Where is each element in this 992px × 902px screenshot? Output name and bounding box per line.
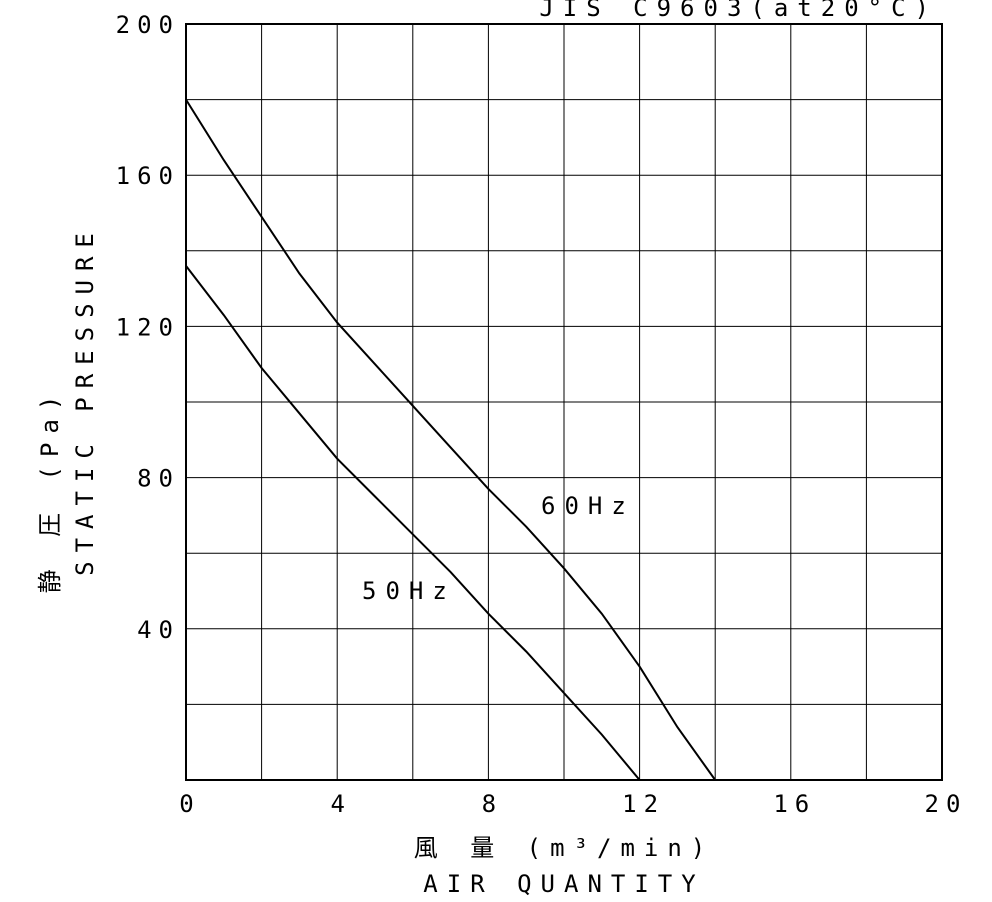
y-axis-label-japanese: 静 圧 (Pa)	[36, 387, 64, 594]
y-axis-label: STATIC PRESSURE	[71, 224, 99, 576]
series-label-50hz: 50Hz	[362, 577, 456, 605]
series-line-60hz	[185, 99, 717, 781]
series-label-60hz: 60Hz	[541, 492, 635, 520]
y-tick-label: 120	[116, 313, 180, 341]
y-tick-label: 40	[137, 616, 180, 644]
series-curves	[185, 99, 717, 781]
x-tick-label: 4	[330, 790, 351, 818]
x-axis-label-japanese: 風 量 (m³/min)	[414, 834, 715, 862]
grid-lines	[186, 24, 942, 780]
x-tick-label: 20	[925, 790, 968, 818]
tick-labels: 0 4 8 12 16 20 40 80 120 160 200	[116, 11, 968, 818]
x-tick-label: 16	[773, 790, 816, 818]
chart-title: JIS C9603(at20°C)	[539, 0, 938, 22]
y-tick-label: 200	[116, 11, 180, 39]
y-tick-label: 80	[137, 465, 180, 493]
y-tick-label: 160	[116, 162, 180, 190]
series-line-50hz	[185, 265, 641, 781]
x-axis-label: AIR QUANTITY	[423, 870, 704, 898]
x-tick-label: 8	[482, 790, 503, 818]
x-tick-label: 0	[179, 790, 200, 818]
plot-frame	[185, 23, 943, 781]
x-tick-label: 12	[622, 790, 665, 818]
